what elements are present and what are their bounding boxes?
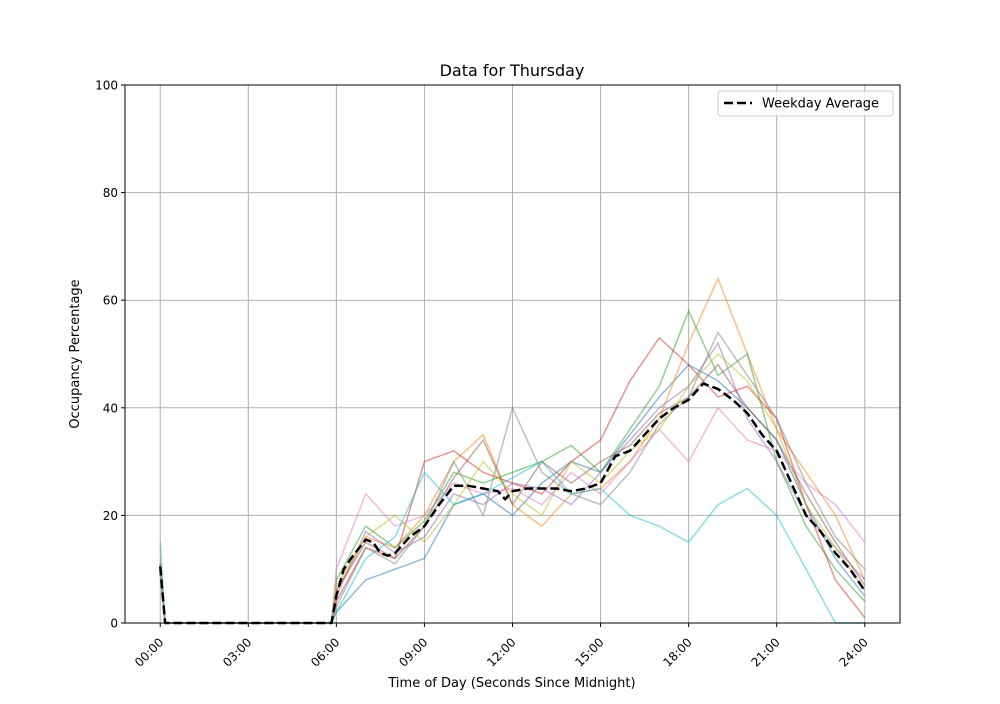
series-line-10 — [159, 460, 865, 624]
y-tick-label: 60 — [103, 294, 118, 308]
y-tick-label: 80 — [103, 186, 118, 200]
y-axis-label: Occupancy Percentage — [68, 279, 83, 428]
legend-box — [717, 90, 894, 117]
legend: Weekday Average — [717, 90, 894, 117]
x-axis-label: Time of Day (Seconds Since Midnight) — [387, 676, 635, 691]
average-line-group — [158, 382, 866, 625]
weekday-average-line — [158, 382, 866, 625]
legend-average-label: Weekday Average — [762, 97, 879, 112]
y-tick-label: 20 — [103, 509, 118, 523]
chart-title: Data for Thursday — [440, 61, 585, 80]
y-tick-label: 0 — [110, 617, 118, 631]
y-tick-label: 40 — [103, 401, 118, 415]
series-line-8 — [159, 330, 866, 624]
y-tick-label: 100 — [95, 79, 118, 93]
series-line-5 — [159, 341, 866, 624]
series-line-6 — [159, 363, 866, 624]
series-line-3 — [159, 309, 866, 624]
